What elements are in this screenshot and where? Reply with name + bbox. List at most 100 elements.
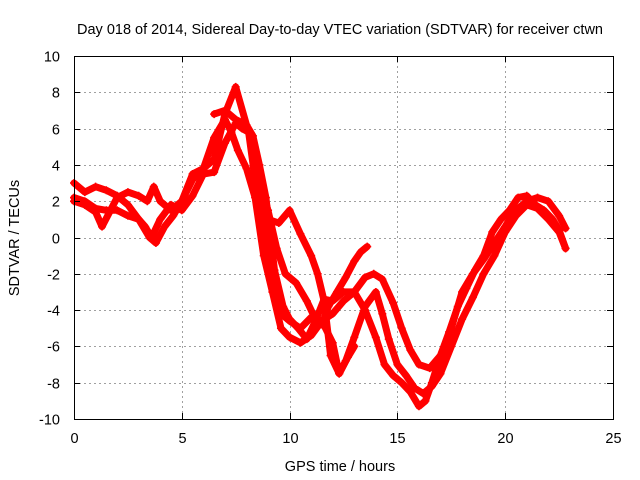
data-point-marker xyxy=(220,106,229,115)
data-point-marker xyxy=(363,242,372,251)
data-point-marker xyxy=(151,238,160,247)
data-point-marker xyxy=(335,369,344,378)
data-point-marker xyxy=(356,248,365,257)
data-point-marker xyxy=(188,191,197,200)
series-track-5 xyxy=(253,179,359,378)
tick-layer: 0 5 10 15 20 25 -10 -8 -6 -4 -2 0 2 4 6 8 10 xyxy=(39,50,622,448)
data-point-marker xyxy=(313,269,322,278)
data-point-marker xyxy=(361,273,370,282)
data-point-marker xyxy=(102,186,111,195)
data-point-marker xyxy=(285,316,294,325)
data-point-marker xyxy=(397,378,406,387)
data-point-marker xyxy=(410,384,419,393)
data-point-marker xyxy=(302,297,311,306)
data-point-marker xyxy=(160,222,169,231)
data-point-marker xyxy=(268,287,277,296)
data-point-marker xyxy=(242,120,251,129)
data-point-marker xyxy=(188,169,197,178)
y-tick-label: -10 xyxy=(39,413,60,429)
data-point-marker xyxy=(458,287,467,296)
data-point-marker xyxy=(371,287,380,296)
y-tick-label: -4 xyxy=(47,304,60,320)
data-point-marker xyxy=(479,269,488,278)
data-point-marker xyxy=(272,244,281,253)
data-point-marker xyxy=(134,191,143,200)
data-point-marker xyxy=(259,251,268,260)
data-point-marker xyxy=(248,142,257,151)
data-point-marker xyxy=(141,222,150,231)
data-point-marker xyxy=(285,206,294,215)
data-point-marker xyxy=(242,164,251,173)
data-point-marker xyxy=(296,229,305,238)
data-point-marker xyxy=(378,309,387,318)
data-point-marker xyxy=(350,257,359,266)
data-point-marker xyxy=(544,197,553,206)
data-point-marker xyxy=(328,309,337,318)
data-point-marker xyxy=(380,360,389,369)
x-tick-label: 0 xyxy=(70,431,78,447)
data-layer xyxy=(70,82,570,411)
data-point-marker xyxy=(419,389,428,398)
data-point-marker xyxy=(156,197,165,206)
data-point-marker xyxy=(281,269,290,278)
axis-labels: GPS time / hours SDTVAR / TECUs xyxy=(7,180,395,475)
data-point-marker xyxy=(307,331,316,340)
data-point-marker xyxy=(468,293,477,302)
data-point-marker xyxy=(113,193,122,202)
y-tick-label: 6 xyxy=(52,123,60,139)
data-point-marker xyxy=(177,197,186,206)
data-point-marker xyxy=(555,228,564,237)
data-point-marker xyxy=(458,315,467,324)
data-point-marker xyxy=(488,228,497,237)
data-point-marker xyxy=(479,255,488,264)
data-point-marker xyxy=(361,302,370,311)
data-point-marker xyxy=(341,273,350,282)
data-point-marker xyxy=(292,278,301,287)
data-point-marker xyxy=(98,222,107,231)
data-point-marker xyxy=(264,215,273,224)
data-point-marker xyxy=(389,298,398,307)
data-point-marker xyxy=(167,206,176,215)
data-point-marker xyxy=(378,275,387,284)
data-point-marker xyxy=(113,206,122,215)
data-point-marker xyxy=(414,360,423,369)
data-point-marker xyxy=(210,110,219,119)
data-point-marker xyxy=(436,369,445,378)
data-point-marker xyxy=(397,324,406,333)
data-point-marker xyxy=(507,211,516,220)
x-tick-label: 10 xyxy=(282,431,298,447)
data-point-marker xyxy=(134,215,143,224)
data-point-marker xyxy=(149,182,158,191)
data-point-marker xyxy=(326,351,335,360)
data-point-marker xyxy=(253,179,262,188)
data-point-marker xyxy=(320,297,329,306)
data-point-marker xyxy=(425,364,434,373)
y-tick-label: -6 xyxy=(47,340,60,356)
series-track-4 xyxy=(210,106,372,329)
data-point-marker xyxy=(369,269,378,278)
data-point-marker xyxy=(468,269,477,278)
data-point-marker xyxy=(555,211,564,220)
x-tick-label: 5 xyxy=(178,431,186,447)
data-point-marker xyxy=(91,208,100,217)
data-point-marker xyxy=(514,204,523,213)
data-point-marker xyxy=(91,182,100,191)
data-point-marker xyxy=(123,211,132,220)
data-point-marker xyxy=(177,206,186,215)
data-point-marker xyxy=(169,211,178,220)
data-point-marker xyxy=(350,333,359,342)
data-point-marker xyxy=(414,402,423,411)
y-tick-label: 0 xyxy=(52,232,60,248)
data-point-marker xyxy=(123,200,132,209)
data-point-marker xyxy=(490,251,499,260)
data-point-marker xyxy=(143,197,152,206)
data-point-marker xyxy=(389,371,398,380)
data-point-marker xyxy=(227,128,236,137)
data-point-marker xyxy=(231,115,240,124)
data-point-marker xyxy=(406,346,415,355)
data-point-marker xyxy=(447,342,456,351)
data-point-marker xyxy=(421,396,430,405)
data-point-marker xyxy=(350,342,359,351)
